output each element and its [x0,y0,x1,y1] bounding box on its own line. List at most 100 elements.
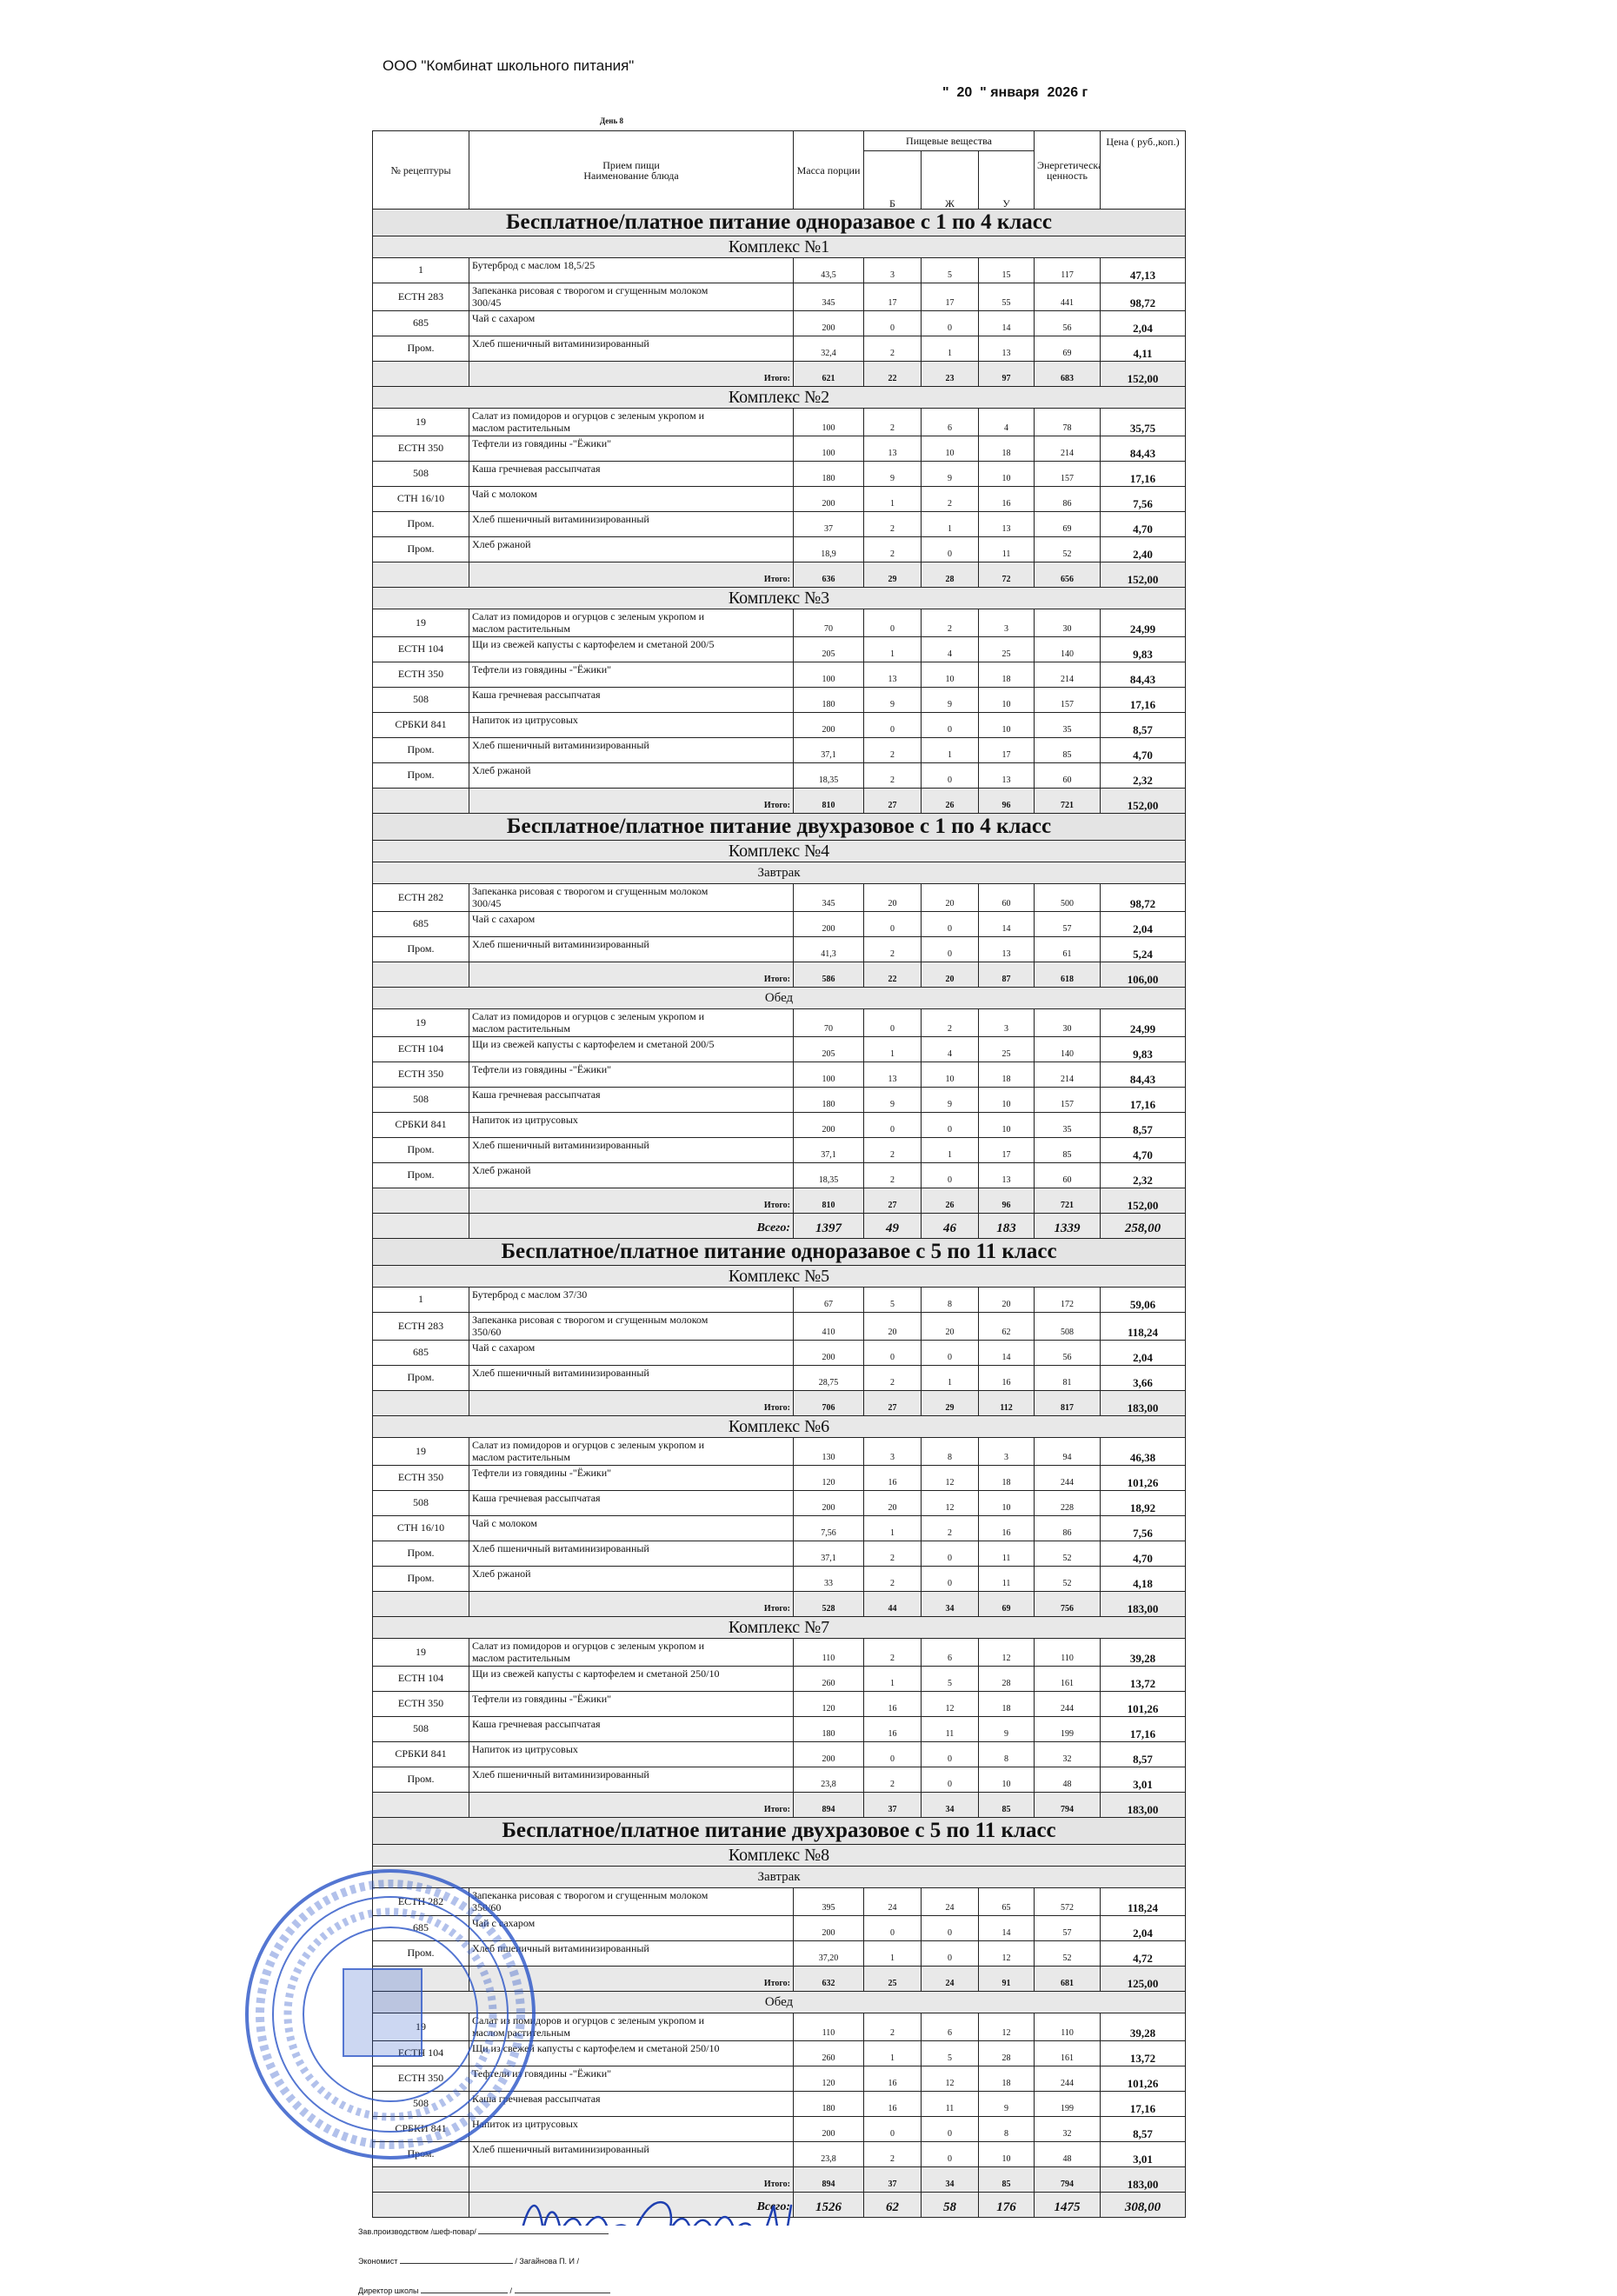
price-cell: 8,57 [1100,712,1187,738]
dish-name-text: Хлеб пшеничный витаминизированный [472,2143,649,2155]
energy-cell: 48 [1034,2141,1101,2167]
price-cell: 47,13 [1100,257,1187,283]
col-b: Б [863,150,922,210]
protein-cell: 17 [863,283,922,311]
section-title: Бесплатное/платное питание двухразовое с… [371,813,1187,841]
total-energy: 817 [1034,1390,1101,1416]
mass-cell: 345 [793,883,864,912]
carbs-cell: 8 [977,1741,1035,1767]
dish-name: Хлеб пшеничный витаминизированный [469,1365,794,1391]
mass-cell: 37 [793,511,864,537]
mass-cell: 200 [793,1915,864,1941]
protein-cell: 1 [863,2040,922,2066]
energy-cell: 110 [1034,2013,1101,2041]
price-cell: 9,83 [1100,636,1187,662]
dish-name: Хлеб пшеничный витаминизированный [469,336,794,362]
fat-cell: 1 [921,336,979,362]
empty-cell [372,962,469,988]
energy-cell: 110 [1034,1638,1101,1667]
grand-total-row: Всего: 1397 49 46 183 1339 258,00 [372,1213,1187,1239]
complex-label: Комплекс №7 [371,1616,1187,1639]
table-row: 19 Салат из помидоров и огурцов с зеленым… [372,1008,1187,1037]
dish-name-text: Хлеб пшеничный витаминизированный [472,1367,649,1379]
fat-cell: 9 [921,687,979,713]
table-row: ЕСТН 283 Запеканка рисовая с творогом и с… [372,283,1187,311]
total-fat: 34 [921,1792,979,1818]
fat-cell: 11 [921,2091,979,2117]
empty-cell [372,1792,469,1818]
dish-name-text: Запеканка рисовая с творогом и сгущенным… [472,284,709,309]
protein-cell: 2 [863,1541,922,1567]
recipe-no: Пром. [372,336,469,362]
complex-label: Комплекс №2 [371,386,1187,409]
fat-cell: 2 [921,1008,979,1037]
dish-name: Салат из помидоров и огурцов с зеленым у… [469,408,794,436]
table-row: ЕСТН 104 Щи из свежей капусты с картофеле… [372,1036,1187,1062]
dish-name: Бутерброд с маслом 37/30 [469,1287,794,1313]
protein-cell: 3 [863,1437,922,1466]
mass-cell: 260 [793,2040,864,2066]
table-row: Пром. Хлеб ржаной 18,9 2 0 11 52 2,40 [372,536,1187,562]
protein-cell: 0 [863,1915,922,1941]
price-cell: 2,32 [1100,762,1187,789]
recipe-no: ЕСТН 104 [372,1666,469,1692]
price-cell: 4,70 [1100,1137,1187,1163]
table-row: 19 Салат из помидоров и огурцов с зеленым… [372,1638,1187,1667]
price-cell: 2,32 [1100,1162,1187,1188]
protein-cell: 16 [863,2091,922,2117]
carbs-cell: 14 [977,1915,1035,1941]
fat-cell: 1 [921,511,979,537]
dish-name: Запеканка рисовая с творогом и сгущенным… [469,1887,794,1916]
total-energy: 756 [1034,1591,1101,1617]
recipe-no: ЕСТН 283 [372,1312,469,1341]
dish-name: Щи из свежей капусты с картофелем и смет… [469,2040,794,2066]
dish-name-text: Хлеб ржаной [472,1164,531,1176]
energy-cell: 32 [1034,1741,1101,1767]
table-row: Пром. Хлеб пшеничный витаминизированный 23… [372,2141,1187,2167]
price-cell: 35,75 [1100,408,1187,436]
section-label: Бесплатное/платное питание двухразовое с… [371,1817,1187,1845]
carbs-cell: 18 [977,436,1035,462]
price-cell: 13,72 [1100,2040,1187,2066]
protein-cell: 2 [863,536,922,562]
recipe-no: ЕСТН 282 [372,883,469,912]
dish-name-text: Чай с молоком [472,488,537,500]
recipe-no: СТН 16/10 [372,1515,469,1541]
energy-cell: 56 [1034,1340,1101,1366]
total-energy: 794 [1034,1792,1101,1818]
dish-name: Салат из помидоров и огурцов с зеленым у… [469,1437,794,1466]
total-label: Итого: [469,2166,794,2193]
carbs-cell: 3 [977,609,1035,637]
price-cell: 17,16 [1100,1716,1187,1742]
total-carbs: 85 [977,1792,1035,1818]
total-carbs: 85 [977,2166,1035,2193]
fat-cell: 1 [921,1365,979,1391]
energy-cell: 199 [1034,1716,1101,1742]
mass-cell: 180 [793,687,864,713]
energy-cell: 157 [1034,687,1101,713]
recipe-no: СРБКИ 841 [372,712,469,738]
empty-cell [372,788,469,814]
price-cell: 5,24 [1100,936,1187,962]
mass-cell: 200 [793,1340,864,1366]
fat-cell: 0 [921,1541,979,1567]
price-cell: 46,38 [1100,1437,1187,1466]
total-price: 183,00 [1100,2166,1187,2193]
fat-cell: 6 [921,2013,979,2041]
table-row: ЕСТН 350 Тефтели из говядины -"Ёжики" 120 1… [372,1465,1187,1491]
total-fat: 29 [921,1390,979,1416]
mass-cell: 110 [793,1638,864,1667]
carbs-cell: 18 [977,662,1035,688]
carbs-cell: 10 [977,1767,1035,1793]
fat-cell: 0 [921,762,979,789]
protein-cell: 9 [863,461,922,487]
total-label: Итого: [469,1188,794,1214]
mass-cell: 32,4 [793,336,864,362]
mass-cell: 410 [793,1312,864,1341]
empty-cell [372,1390,469,1416]
fat-cell: 2 [921,1515,979,1541]
fat-cell: 12 [921,1490,979,1516]
mass-cell: 200 [793,911,864,937]
table-row: ЕСТН 104 Щи из свежей капусты с картофеле… [372,636,1187,662]
price-cell: 3,01 [1100,2141,1187,2167]
